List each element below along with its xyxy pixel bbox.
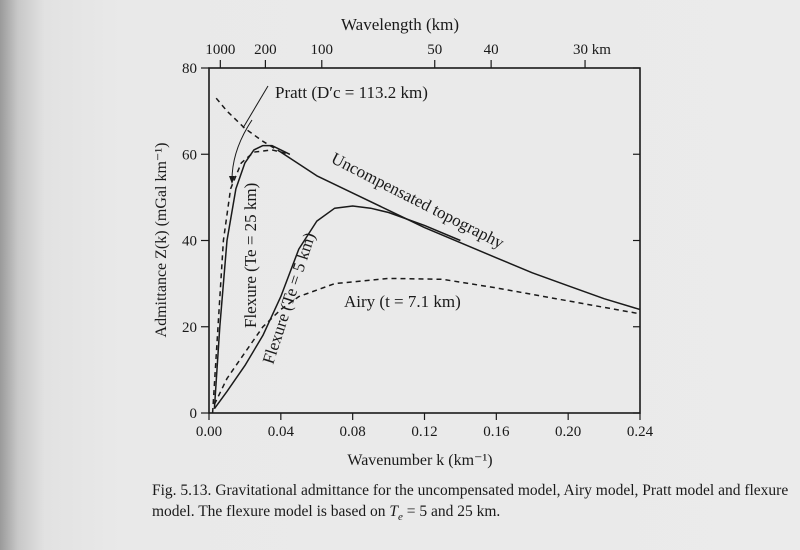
label-uncompensated: Uncompensated topography xyxy=(328,149,507,253)
top-tick-label: 200 xyxy=(254,42,277,58)
figure-caption: Fig. 5.13. Gravitational admittance for … xyxy=(152,480,792,528)
series-line-pratt xyxy=(211,149,290,414)
y-tick-label: 80 xyxy=(182,61,197,77)
caption-text: Gravitational admittance for the uncompe… xyxy=(152,482,789,520)
caption-end: = 5 and 25 km. xyxy=(406,503,501,520)
x-axis-title: Wavenumber k (km⁻¹) xyxy=(347,452,492,469)
label-flexure-5: Flexure (Te = 5 km) xyxy=(259,230,319,366)
y-tick-label: 20 xyxy=(182,320,197,336)
top-tick-label: 50 xyxy=(427,42,442,58)
caption-te: T xyxy=(389,503,398,520)
top-tick-label: 100 xyxy=(311,42,334,58)
series-line-uncompensated-topography-extension- xyxy=(215,97,282,153)
x-tick-label: 0.12 xyxy=(411,424,437,440)
top-tick-label: 40 xyxy=(484,42,499,58)
series-line-uncompensated-topography xyxy=(280,151,641,311)
label-pratt: Pratt (D′c = 113.2 km) xyxy=(275,83,428,102)
x-tick-label: 0.08 xyxy=(340,424,366,440)
plot-frame xyxy=(208,67,641,414)
label-airy: Airy (t = 7.1 km) xyxy=(344,292,461,311)
pratt-arrow xyxy=(231,119,253,181)
x-tick-label: 0.20 xyxy=(555,424,581,440)
x-tick-label: 0.24 xyxy=(627,424,654,440)
top-axis-title: Wavelength (km) xyxy=(341,15,459,34)
y-tick-label: 0 xyxy=(190,406,198,422)
pratt-pointer-line xyxy=(242,85,269,129)
x-tick-label: 0.16 xyxy=(483,424,510,440)
caption-label: Fig. 5.13. xyxy=(152,482,212,499)
series-line-flexure-te-5-km xyxy=(213,205,461,410)
top-tick-label: 30 km xyxy=(573,42,611,58)
x-tick-label: 0.04 xyxy=(268,424,295,440)
y-tick-label: 40 xyxy=(182,234,197,250)
series-line-flexure-te-25-km xyxy=(213,144,291,409)
pratt-arrow-head xyxy=(229,176,235,184)
series-line-airy xyxy=(213,277,641,405)
y-tick-label: 60 xyxy=(182,147,197,163)
label-flexure-25: Flexure (Te = 25 km) xyxy=(241,183,260,328)
top-tick-label: 1000 xyxy=(205,42,235,58)
x-tick-label: 0.00 xyxy=(196,424,222,440)
y-axis-title: Admittance Z(k) (mGal km⁻¹) xyxy=(153,143,170,338)
caption-te-sub: e xyxy=(397,511,403,524)
